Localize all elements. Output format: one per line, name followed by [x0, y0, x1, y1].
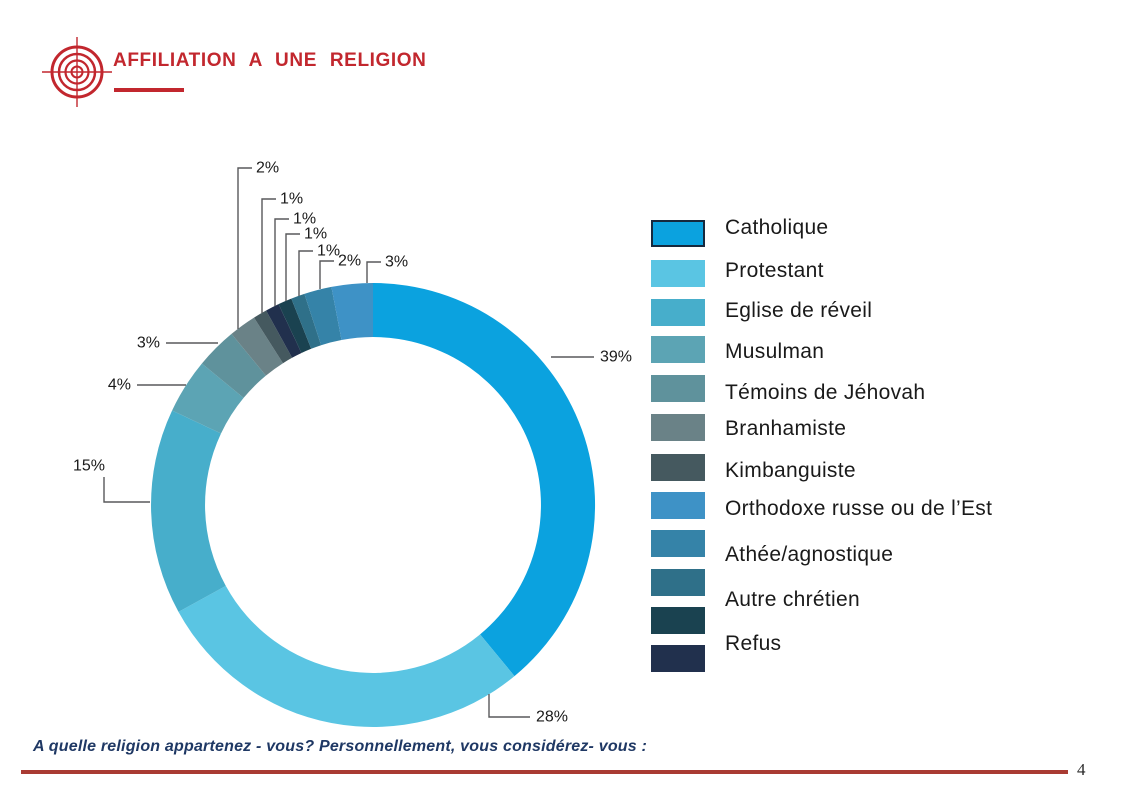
donut-segment-Refus — [278, 298, 312, 353]
legend-swatch — [651, 569, 705, 596]
legend-label: Refus — [725, 632, 782, 655]
legend-label: Autre chrétien — [725, 588, 860, 611]
percent-label: 2% — [256, 160, 279, 177]
page-title: AFFILIATION A UNE RELIGION — [113, 50, 427, 71]
legend-swatch — [651, 260, 705, 287]
legend-swatch — [651, 220, 705, 247]
leader-line — [366, 261, 381, 283]
legend-swatch — [651, 607, 705, 634]
legend-label: Orthodoxe russe ou de l’Est — [725, 497, 993, 520]
legend-label: Athée/agnostique — [725, 543, 894, 566]
legend-label: Protestant — [725, 259, 824, 282]
donut-segment-Catholique — [373, 283, 596, 677]
percent-label: 1% — [304, 226, 327, 243]
leader-line — [285, 233, 300, 301]
legend-swatch — [651, 414, 705, 441]
leader-line — [274, 218, 289, 306]
legend-swatch — [651, 492, 705, 519]
leader-line — [488, 694, 530, 718]
leader-line — [298, 250, 313, 296]
survey-question: A quelle religion appartenez - vous? Per… — [33, 738, 648, 755]
legend-label: Catholique — [725, 216, 829, 239]
percent-label: 28% — [536, 709, 568, 726]
donut-segment-Eglise de réveil — [151, 410, 226, 612]
legend-swatch — [651, 530, 705, 557]
leader-line — [319, 260, 334, 289]
leader-line — [261, 198, 276, 313]
percent-label: 4% — [108, 377, 131, 394]
legend-label: Kimbanguiste — [725, 459, 856, 482]
donut-segment-Protestant — [178, 585, 515, 727]
donut-segment-unlabeled — [266, 304, 302, 358]
donut-segment-Témoins de Jéhovah — [201, 333, 266, 398]
percent-label: 1% — [280, 191, 303, 208]
legend-swatch — [651, 299, 705, 326]
target-logo-icon — [42, 37, 112, 107]
percent-label: 2% — [338, 253, 361, 270]
percent-label: 3% — [385, 254, 408, 271]
donut-segment-Autre chrétien — [291, 293, 322, 349]
donut-segment-Orthodoxe russe ou de l’Est — [331, 282, 373, 340]
leader-line — [237, 167, 252, 329]
donut-segment-Musulman — [172, 363, 244, 434]
percent-label: 15% — [73, 458, 105, 475]
title-underline — [114, 88, 184, 92]
footer-rule — [21, 770, 1068, 774]
legend-swatch — [651, 454, 705, 481]
leader-line — [103, 477, 150, 503]
percent-label: 1% — [293, 211, 316, 228]
donut-segment-Branhamiste — [231, 317, 283, 376]
percent-label: 1% — [317, 243, 340, 260]
legend-swatch — [651, 375, 705, 402]
legend-label: Branhamiste — [725, 417, 847, 440]
legend-label: Eglise de réveil — [725, 299, 873, 322]
legend-swatch — [651, 645, 705, 672]
donut-segment-Kimbanguiste — [254, 310, 293, 364]
percent-label: 3% — [137, 335, 160, 352]
legend-label: Musulman — [725, 340, 825, 363]
legend-swatch — [651, 336, 705, 363]
page-number: 4 — [1077, 760, 1086, 779]
donut-segment-Athée/agnostique — [304, 286, 342, 346]
percent-label: 39% — [600, 349, 632, 366]
legend-label: Témoins de Jéhovah — [725, 381, 926, 404]
